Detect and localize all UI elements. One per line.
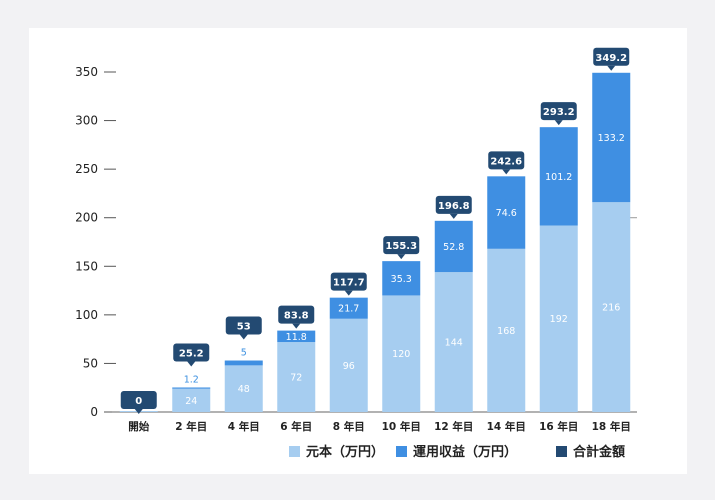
bar-returns xyxy=(434,220,473,273)
total-callout-box xyxy=(225,316,262,335)
total-callout-box xyxy=(330,272,367,291)
principal-value-label: 48 xyxy=(238,384,250,395)
principal-value-label: 168 xyxy=(497,326,515,337)
total-callout-box xyxy=(488,151,525,170)
total-callout-pointer xyxy=(187,361,196,367)
total-callout-pointer xyxy=(292,323,301,329)
returns-value-label: 101.2 xyxy=(545,172,572,183)
bar-principal xyxy=(487,248,526,412)
x-tick-label: 14 年目 xyxy=(487,420,526,433)
total-callout-pointer xyxy=(502,169,511,175)
bar-returns xyxy=(382,261,421,296)
y-tick-label: 150 xyxy=(75,259,98,273)
bar-principal xyxy=(224,365,263,412)
returns-value-label: 21.7 xyxy=(338,304,359,315)
data-labels: 0 24 1.2 25.2 48 5 53 72 11.8 83.8 96 21.7 117.7 120 3… xyxy=(120,47,630,414)
principal-value-label: 24 xyxy=(185,396,197,407)
total-value-label: 83.8 xyxy=(284,311,309,322)
x-tick-label: 18 年目 xyxy=(592,420,631,433)
bar-returns xyxy=(172,387,211,389)
bar-returns xyxy=(487,176,526,249)
legend-total-swatch xyxy=(556,446,567,457)
returns-value-label: 1.2 xyxy=(184,374,199,385)
x-tick-label: 10 年目 xyxy=(382,420,421,433)
x-tick-label: 16 年目 xyxy=(539,420,578,433)
bar-principal xyxy=(592,202,631,412)
bar-principal xyxy=(539,225,578,412)
returns-value-label: 11.8 xyxy=(286,332,307,343)
bar-principal xyxy=(277,342,316,412)
total-callout-box xyxy=(593,47,630,66)
bar-returns xyxy=(592,72,631,203)
total-value-label: 196.8 xyxy=(438,201,470,212)
bar-returns xyxy=(539,127,578,226)
total-callout-box xyxy=(383,236,420,255)
x-tick-label: 12 年目 xyxy=(434,420,473,433)
returns-value-label: 74.6 xyxy=(496,208,517,219)
total-value-label: 0 xyxy=(135,396,142,407)
total-callout-pointer xyxy=(397,254,406,260)
bar-principal xyxy=(329,318,368,412)
total-callout-pointer xyxy=(134,409,143,414)
total-callout-box xyxy=(540,102,577,121)
total-callout-pointer xyxy=(607,65,616,71)
principal-value-label: 216 xyxy=(602,303,620,314)
x-tick-label: 2 年目 xyxy=(175,420,207,433)
bar-returns xyxy=(329,297,368,319)
y-tick-label: 0 xyxy=(90,405,98,419)
principal-value-label: 192 xyxy=(550,314,568,325)
total-value-label: 242.6 xyxy=(490,156,522,167)
returns-value-label: 35.3 xyxy=(391,274,412,285)
total-callout-box xyxy=(173,343,210,362)
bar-principal xyxy=(382,295,421,412)
bars xyxy=(119,72,631,412)
y-tick-label: 100 xyxy=(75,308,98,322)
principal-value-label: 96 xyxy=(343,361,355,372)
total-value-label: 117.7 xyxy=(333,278,365,289)
x-tick-label: 8 年目 xyxy=(333,420,365,433)
legend-total-label: 合計金額 xyxy=(573,444,625,460)
x-tick-label: 6 年目 xyxy=(280,420,312,433)
total-callout-box xyxy=(120,391,157,409)
y-tick-label: 350 xyxy=(75,65,98,79)
y-tick-label: 50 xyxy=(83,356,98,370)
total-callout-pointer xyxy=(449,213,458,219)
legend-returns-label: 運用収益（万円） xyxy=(413,444,517,460)
bar-returns xyxy=(224,360,263,366)
principal-value-label: 120 xyxy=(392,349,410,360)
total-callout-pointer xyxy=(554,120,563,126)
total-callout-box xyxy=(278,305,315,324)
y-tick-label: 250 xyxy=(75,162,98,176)
principal-value-label: 144 xyxy=(445,338,463,349)
bar-principal xyxy=(172,388,211,412)
returns-value-label: 133.2 xyxy=(598,133,625,144)
returns-value-label: 5 xyxy=(241,348,247,359)
x-axis: 開始 2 年目 4 年目 6 年目 8 年目 10 年目 12 年目 14 年目 16 年目 18… xyxy=(128,420,631,433)
total-callout-pointer xyxy=(344,290,353,296)
x-tick-label: 4 年目 xyxy=(228,420,260,433)
legend-returns-swatch xyxy=(396,446,407,457)
total-value-label: 53 xyxy=(237,322,251,333)
total-callout-pointer xyxy=(239,334,248,340)
total-value-label: 25.2 xyxy=(179,349,204,360)
principal-value-label: 72 xyxy=(290,373,302,384)
total-value-label: 349.2 xyxy=(595,53,627,64)
total-value-label: 155.3 xyxy=(385,241,417,252)
y-tick-label: 300 xyxy=(75,114,98,128)
returns-value-label: 52.8 xyxy=(443,242,464,253)
x-tick-label: 開始 xyxy=(128,420,149,433)
legend: 元本（万円） 運用収益（万円） 合計金額 xyxy=(289,444,625,460)
bar-principal xyxy=(434,272,473,412)
legend-principal-swatch xyxy=(289,446,300,457)
legend-principal-label: 元本（万円） xyxy=(306,444,384,460)
y-tick-label: 200 xyxy=(75,211,98,225)
bar-returns xyxy=(277,330,316,343)
total-value-label: 293.2 xyxy=(543,107,575,118)
total-callout-box xyxy=(435,195,472,214)
